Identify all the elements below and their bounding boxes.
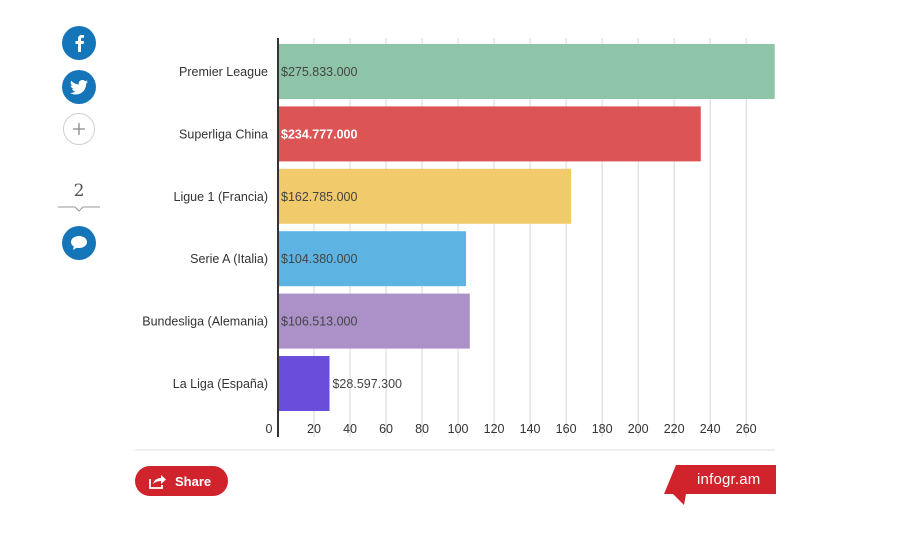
x-tick-label: 20 bbox=[307, 422, 321, 436]
x-tick-label: 60 bbox=[379, 422, 393, 436]
value-label: $162.785.000 bbox=[281, 190, 358, 204]
x-tick-label: 40 bbox=[343, 422, 357, 436]
bar bbox=[278, 231, 466, 287]
x-tick-label: 120 bbox=[484, 422, 505, 436]
comments-button[interactable] bbox=[62, 226, 96, 260]
twitter-icon bbox=[70, 79, 88, 95]
x-tick-label: 220 bbox=[664, 422, 685, 436]
value-label: $28.597.300 bbox=[332, 377, 402, 391]
category-label: Superliga China bbox=[179, 127, 268, 141]
x-tick-label: 240 bbox=[700, 422, 721, 436]
bar bbox=[278, 106, 701, 162]
bar bbox=[278, 44, 775, 99]
share-button[interactable]: Share bbox=[135, 466, 228, 496]
x-tick-label: 80 bbox=[415, 422, 429, 436]
value-label: $275.833.000 bbox=[281, 65, 358, 79]
value-label: $234.777.000 bbox=[281, 127, 358, 141]
category-label: Ligue 1 (Francia) bbox=[174, 190, 269, 204]
category-label: La Liga (España) bbox=[173, 377, 268, 391]
facebook-icon bbox=[75, 35, 84, 52]
share-icon bbox=[149, 474, 166, 489]
brand-name: infogr.am bbox=[697, 471, 761, 488]
plus-icon bbox=[73, 123, 85, 135]
twitter-share-button[interactable] bbox=[62, 70, 96, 104]
more-share-button[interactable] bbox=[63, 113, 95, 145]
value-label: $104.380.000 bbox=[281, 252, 358, 266]
x-tick-label: 140 bbox=[520, 422, 541, 436]
value-label: $106.513.000 bbox=[281, 315, 358, 329]
count-divider bbox=[58, 206, 100, 212]
category-label: Bundesliga (Alemania) bbox=[142, 315, 268, 329]
x-tick-label: 100 bbox=[448, 422, 469, 436]
bar bbox=[278, 168, 572, 224]
comment-icon bbox=[71, 236, 87, 250]
category-label: Premier League bbox=[179, 65, 268, 79]
x-tick-label: 0 bbox=[266, 422, 273, 436]
facebook-share-button[interactable] bbox=[62, 26, 96, 60]
x-tick-label: 180 bbox=[592, 422, 613, 436]
category-label: Serie A (Italia) bbox=[190, 252, 268, 266]
infogram-logo[interactable] bbox=[664, 465, 776, 507]
x-tick-label: 260 bbox=[736, 422, 757, 436]
bar bbox=[278, 356, 330, 411]
bar bbox=[278, 293, 470, 349]
share-label: Share bbox=[175, 473, 212, 489]
x-tick-label: 160 bbox=[556, 422, 577, 436]
x-tick-label: 200 bbox=[628, 422, 649, 436]
comment-count: 2 bbox=[73, 181, 85, 201]
